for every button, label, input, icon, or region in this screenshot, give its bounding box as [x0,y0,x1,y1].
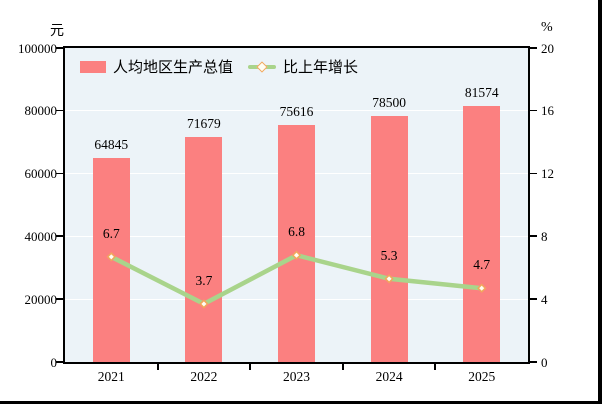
plot-area: 人均地区生产总值 比上年增长 64845 71679 75616 78500 81574… [63,46,530,364]
legend: 人均地区生产总值 比上年增长 [80,56,358,77]
x-axis-tick-mark [156,364,159,370]
growth-line-chart [106,250,487,309]
line-value-label: 6.7 [102,225,120,241]
line-value-label: 4.7 [473,257,491,273]
x-axis-tick-label: 2024 [375,369,403,384]
left-axis-tick-label: 80000 [24,103,58,119]
left-axis-tick-label: 40000 [24,228,58,244]
left-axis-tick-mark [56,298,63,300]
right-axis-tick-mark [530,172,537,175]
bar-2024 [370,115,408,362]
bar-series-swatch-icon [80,60,106,73]
x-axis-tick-mark [434,364,437,370]
data-point-marker-icon [477,283,487,293]
right-axis-unit-label: % [541,20,553,35]
x-axis-tick-mark [341,364,344,370]
line-value-label: 6.8 [288,224,305,240]
bar-value-label: 75616 [279,103,314,119]
right-axis-tick-mark [530,47,537,49]
bar-2023 [278,124,315,362]
bar-value-label: 81574 [464,84,499,100]
x-axis-tick-label: 2022 [190,369,218,384]
left-axis-tick-label: 20000 [24,291,58,307]
left-axis-unit-label: 元 [50,24,64,39]
right-axis-tick-mark [530,109,537,112]
x-axis-tick-mark [249,364,252,370]
left-axis-tick-mark [56,47,63,49]
legend-item-line-series: 比上年增长 [248,56,358,77]
right-axis-tick-mark [530,298,537,300]
x-axis-tick-label: 2023 [283,369,310,384]
right-axis-tick-label: 8 [541,228,548,244]
bar-series-legend-label: 人均地区生产总值 [113,60,234,76]
left-axis-tick-mark [56,172,63,175]
left-axis-tick-mark [56,235,63,237]
left-axis-tick-label: 100000 [18,40,57,56]
x-axis-tick-label: 2021 [97,369,125,384]
gridline [65,110,528,112]
right-axis-tick-label: 20 [541,40,554,56]
line-value-label: 5.3 [380,247,398,263]
right-axis-tick-mark [530,235,537,237]
bar-2025 [463,105,501,362]
bar-2022 [185,136,223,362]
left-axis-tick-mark [56,361,63,363]
x-axis-tick-label: 2025 [468,369,496,384]
right-axis-tick-label: 16 [541,103,554,119]
bar-value-label: 71679 [187,115,221,131]
left-axis-tick-label: 60000 [24,166,58,182]
line-series-marker-icon [248,64,277,69]
line-series-legend-label: 比上年增长 [283,60,359,76]
legend-item-bar-series: 人均地区生产总值 [80,56,233,77]
right-axis-tick-label: 12 [541,166,554,182]
data-point-marker-icon [384,274,394,284]
bar-value-label: 78500 [372,94,406,110]
growth-line [109,252,484,307]
bar-value-label: 64845 [94,137,129,153]
right-axis-tick-label: 4 [541,291,548,307]
left-axis-tick-mark [56,109,63,112]
data-point-marker-icon [291,250,302,260]
right-axis-tick-mark [530,361,537,363]
right-axis-tick-label: 0 [541,354,548,370]
screenshot-edge-right [598,0,602,404]
left-axis-tick-label: 0 [50,354,58,370]
screenshot-edge-bottom [0,401,602,404]
data-point-marker-icon [106,252,116,262]
data-point-marker-icon [199,299,209,309]
line-value-label: 3.7 [195,272,213,288]
